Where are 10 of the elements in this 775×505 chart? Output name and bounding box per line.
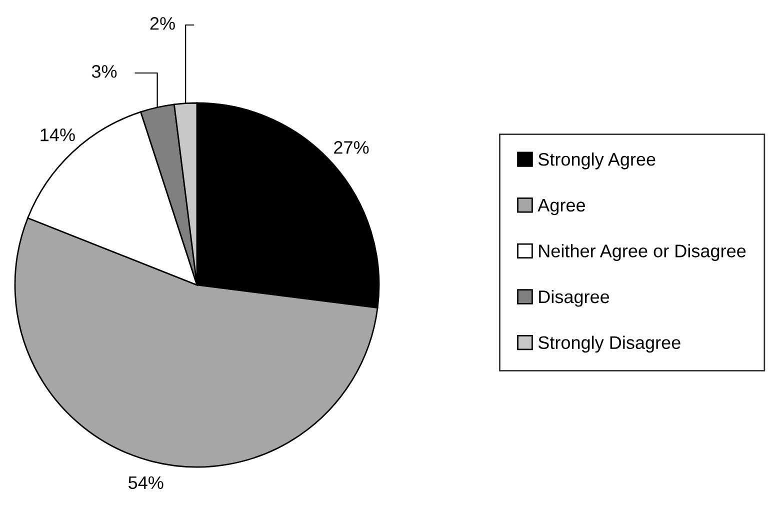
data-label: 54% bbox=[128, 476, 164, 490]
legend-label: Strongly Agree bbox=[538, 152, 656, 170]
data-label: 2% bbox=[150, 17, 175, 30]
data-label: 27% bbox=[334, 141, 369, 154]
data-label: 14% bbox=[40, 128, 75, 142]
legend-label: Neither Agree or Disagree bbox=[539, 244, 746, 261]
data-label: 3% bbox=[92, 65, 117, 78]
legend-label: Strongly Disagree bbox=[538, 336, 680, 353]
legend-label: Disagree bbox=[539, 290, 610, 307]
legend-label: Agree bbox=[538, 198, 586, 216]
